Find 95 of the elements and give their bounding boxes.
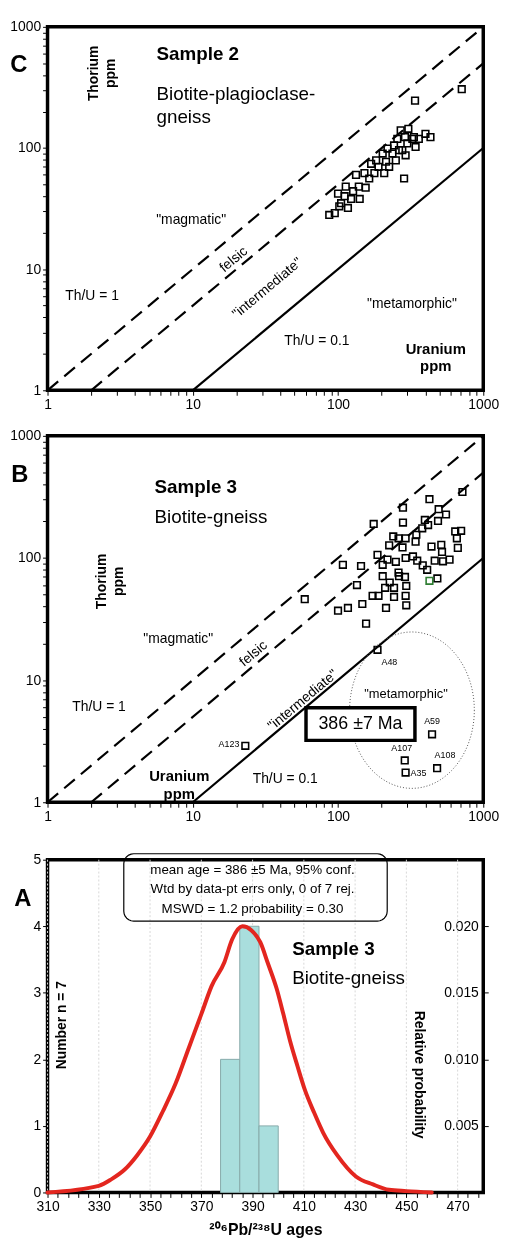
point <box>370 169 379 178</box>
point <box>381 157 391 166</box>
y-tick-label: 0 <box>33 1183 42 1200</box>
point <box>346 194 356 204</box>
y-tick-label: 10 <box>25 260 42 277</box>
x-tick-label: 390 <box>241 1197 265 1214</box>
text: Sample 3 <box>292 937 375 959</box>
y-tick-label: 1 <box>33 793 42 810</box>
point <box>360 169 369 178</box>
point <box>355 194 364 204</box>
x-tick-label: 370 <box>190 1197 214 1214</box>
y2-tick-label: 0.015 <box>444 984 480 1001</box>
point <box>335 202 344 211</box>
x-tick-label: 10 <box>185 807 202 824</box>
y2-tick-label: 0.020 <box>444 917 480 934</box>
annotation: Wtd by data-pt errs only, 0 of 7 rej. <box>150 881 355 897</box>
point <box>341 182 350 191</box>
y-tick-label: 3 <box>33 984 42 1001</box>
x-tick-label: 10 <box>185 395 202 412</box>
y2-tick-label: 0.005 <box>444 1117 480 1134</box>
text: Sample 3 <box>154 476 238 498</box>
point <box>348 187 358 196</box>
point <box>380 169 389 178</box>
y-tick-label: 100 <box>17 549 42 566</box>
y-tick-label: 1000 <box>10 427 42 444</box>
text: B <box>11 460 29 488</box>
x-tick-label: 410 <box>292 1197 317 1214</box>
y-axis-title: Thorium ppm <box>92 553 126 610</box>
point <box>354 182 363 191</box>
text: Biotite-gneiss <box>154 506 268 527</box>
y-tick-label: 1000 <box>10 18 42 35</box>
text: Sample 2 <box>156 42 240 64</box>
y2-axis-title: Relative probability <box>411 1010 428 1139</box>
text: A <box>14 884 32 912</box>
point <box>414 134 423 143</box>
point <box>383 144 392 153</box>
point <box>367 159 376 168</box>
annotation: Th/U = 0.1 <box>252 770 319 787</box>
point <box>411 142 420 152</box>
x-tick-label: 310 <box>36 1197 60 1214</box>
text: C <box>10 50 28 78</box>
point <box>400 133 410 142</box>
annotation: "metamorphic" <box>364 686 449 702</box>
x-axis-title: Uranium ppm <box>149 768 210 803</box>
point <box>394 146 404 155</box>
annotation: A48 <box>381 656 398 667</box>
x-tick-label: 1 <box>44 395 53 412</box>
text: Biotite-gneiss <box>292 967 405 989</box>
y-tick-label: 2 <box>33 1050 42 1067</box>
x-tick-label: 350 <box>138 1197 163 1214</box>
point <box>393 134 402 143</box>
x-axis-title: Uranium ppm <box>405 340 466 375</box>
annotation: Th/U = 1 <box>65 287 120 304</box>
annotation: A123 <box>218 738 240 749</box>
annotation: Th/U = 1 <box>72 698 127 715</box>
y2-tick-label: 0.010 <box>444 1050 480 1067</box>
y-tick-label: 10 <box>25 671 42 688</box>
y-tick-label: 5 <box>33 851 42 868</box>
y-tick-label: 1 <box>33 381 42 398</box>
annotation: A59 <box>424 716 441 727</box>
y-tick-label: 4 <box>33 917 42 934</box>
annotation: "metamorphic" <box>366 295 458 312</box>
point <box>385 162 394 171</box>
x-axis-title: ²⁰⁶Pb/²³⁸U ages <box>209 1220 323 1238</box>
annotation: "magmatic" <box>143 629 214 646</box>
y-tick-label: 1 <box>33 1117 42 1134</box>
point <box>404 124 413 133</box>
annotation: MSWD = 1.2 probability = 0.30 <box>161 901 344 917</box>
point <box>389 141 399 150</box>
annotation: Th/U = 0.1 <box>284 331 350 348</box>
annotation: A108 <box>434 750 456 761</box>
point <box>388 149 397 158</box>
point <box>343 203 353 213</box>
x-tick-label: 430 <box>344 1197 368 1214</box>
point <box>365 174 374 183</box>
point <box>372 156 381 165</box>
point <box>396 126 405 135</box>
annotation: mean age = 386 ±5 Ma, 95% conf. <box>150 861 355 877</box>
annotation: A107 <box>391 742 413 753</box>
x-tick-label: 1 <box>44 807 53 824</box>
x-tick-label: 450 <box>395 1197 419 1214</box>
annotation: A35 <box>410 767 427 778</box>
line-series <box>45 924 434 1195</box>
x-tick-label: 470 <box>446 1197 470 1214</box>
y-axis-title: Thorium ppm <box>85 45 118 102</box>
y-tick-label: 100 <box>17 139 42 156</box>
y-axis-title: Number n = 7 <box>53 980 70 1070</box>
x-tick-label: 100 <box>326 807 351 824</box>
x-tick-label: 1000 <box>468 807 500 824</box>
point <box>401 151 410 160</box>
text: Biotite-plagioclase-gneiss <box>156 83 316 127</box>
x-tick-label: 1000 <box>468 395 500 412</box>
x-tick-label: 330 <box>87 1197 112 1214</box>
annotation: "magmatic" <box>156 210 227 227</box>
x-tick-label: 100 <box>326 395 351 412</box>
